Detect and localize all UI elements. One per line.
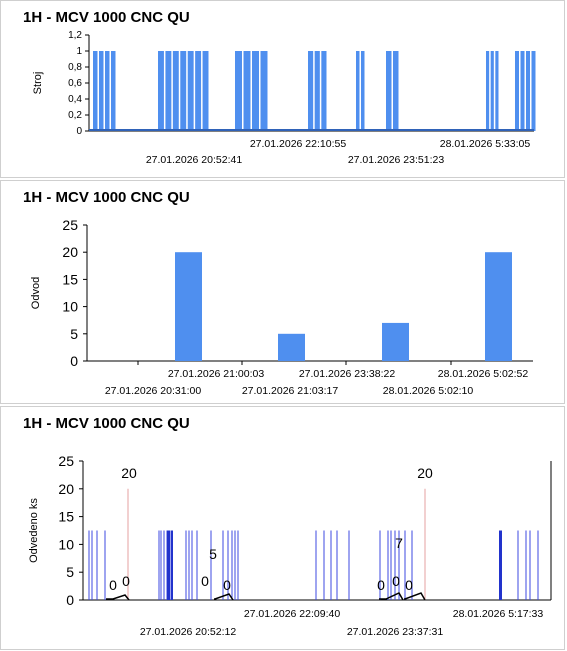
x-tick-label: 27.01.2026 21:00:03 [168, 368, 265, 380]
data-label: 20 [121, 465, 137, 481]
state-pulse-bar [235, 51, 242, 131]
x-tick-label: 27.01.2026 22:09:40 [244, 608, 341, 620]
state-pulse-bar [180, 51, 187, 131]
state-pulse-bar [495, 51, 499, 131]
cumulative-line [379, 592, 404, 601]
state-pulse-bar [393, 51, 399, 131]
state-pulse-bar [531, 51, 536, 131]
y-tick-label: 0 [76, 126, 82, 137]
x-tick-label: 27.01.2026 20:52:12 [140, 626, 237, 638]
cumulative-line [214, 593, 234, 601]
state-pulse-bar [361, 51, 365, 131]
cumulative-line [106, 594, 130, 601]
state-pulse-bar [314, 51, 320, 131]
state-pulse-bar [195, 51, 202, 131]
state-pulse-bar [252, 51, 259, 131]
data-label: 7 [395, 535, 403, 551]
x-tick-label: 27.01.2026 23:51:23 [348, 154, 445, 166]
x-tick-label: 28.01.2026 5:33:05 [440, 138, 531, 150]
y-tick-label: 1 [76, 46, 82, 57]
x-tick-label: 27.01.2026 23:37:31 [347, 626, 444, 638]
y-tick-label: 0,8 [68, 62, 82, 73]
y-tick-label: 25 [58, 453, 74, 469]
x-tick-label: 28.01.2026 5:02:10 [383, 385, 474, 397]
state-pulse-bar [99, 51, 104, 131]
state-pulse-bar [356, 51, 360, 131]
state-pulse-bar [386, 51, 392, 131]
data-label: 0 [377, 577, 385, 593]
cumulative-line [404, 592, 426, 601]
state-pulse-bar [172, 51, 179, 131]
state-pulse-bar [165, 51, 172, 131]
state-pulse-bar [308, 51, 314, 131]
y-tick-label: 5 [66, 564, 74, 580]
data-label: 0 [405, 577, 413, 593]
state-pulse-bar [111, 51, 116, 131]
state-pulse-bar [187, 51, 194, 131]
pulse-block [167, 530, 170, 600]
y-tick-label: 0,4 [68, 94, 82, 105]
state-pulse-bar [243, 51, 251, 131]
data-label: 0 [109, 577, 117, 593]
y-tick-label: 15 [62, 271, 78, 287]
y-tick-label: 20 [58, 481, 74, 497]
machine-state-chart: 1,2 1 0,8 0,6 0,4 0,2 0 Stroj 27.01.2026 22:10:5… [32, 30, 536, 166]
y-tick-label: 0 [70, 353, 78, 369]
state-pulse-bar [520, 51, 525, 131]
chart-panel-machine-state: 1H - MCV 1000 CNC QU 1,2 1 0,8 0,6 0,4 0,2 0 St… [0, 0, 565, 178]
state-pulse-bar [105, 51, 110, 131]
data-label: 0 [223, 577, 231, 593]
output-bar [175, 252, 202, 361]
y-tick-label: 5 [70, 326, 78, 342]
state-pulse-bar [158, 51, 164, 131]
state-pulse-bar [515, 51, 519, 131]
data-label: 0 [122, 573, 130, 589]
data-label: 0 [201, 573, 209, 589]
output-bar-chart: 25 20 15 10 5 0 Odvod 27.01.2026 21:00:03 27.01.… [30, 217, 533, 397]
state-pulse-bar [260, 51, 268, 131]
y-tick-label: 10 [62, 299, 78, 315]
x-tick-label: 27.01.2026 20:52:41 [146, 154, 243, 166]
y-tick-label: 20 [62, 244, 78, 260]
x-tick-label: 27.01.2026 20:31:00 [105, 385, 202, 397]
y-axis-label: Odvedeno ks [28, 498, 40, 563]
chart-title: 1H - MCV 1000 CNC QU [23, 9, 190, 26]
x-tick-label: 28.01.2026 5:02:52 [438, 368, 529, 380]
chart-panel-delivered-pieces: 1H - MCV 1000 CNC QU 25 20 15 10 5 0 Odvedeno … [0, 406, 565, 650]
pulse-block [171, 530, 173, 600]
state-pulse-bar [93, 51, 98, 131]
y-tick-label: 25 [62, 217, 78, 233]
y-tick-label: 0 [66, 592, 74, 608]
y-tick-label: 10 [58, 536, 74, 552]
data-label: 5 [209, 546, 217, 562]
y-axis-label: Stroj [32, 72, 44, 95]
chart-panel-output: 1H - MCV 1000 CNC QU 25 20 15 10 5 0 Odvod 27.0… [0, 180, 565, 404]
state-pulse-bar [526, 51, 530, 131]
pulse-block [499, 530, 502, 600]
x-tick-label: 28.01.2026 5:17:33 [453, 608, 544, 620]
y-tick-label: 15 [58, 509, 74, 525]
state-pulse-bar [321, 51, 327, 131]
output-bar [485, 252, 512, 361]
x-tick-label: 27.01.2026 22:10:55 [250, 138, 347, 150]
x-tick-label: 27.01.2026 21:03:17 [242, 385, 339, 397]
state-pulse-bar [486, 51, 490, 131]
chart-title: 1H - MCV 1000 CNC QU [23, 415, 190, 432]
state-pulse-bar [490, 51, 494, 131]
y-tick-label: 1,2 [68, 30, 82, 41]
output-bar [278, 333, 305, 361]
chart-title: 1H - MCV 1000 CNC QU [23, 189, 190, 206]
y-axis-label: Odvod [30, 277, 42, 309]
output-bar [382, 322, 409, 361]
y-tick-label: 0,6 [68, 78, 82, 89]
x-tick-label: 27.01.2026 23:38:22 [299, 368, 396, 380]
data-label: 20 [417, 465, 433, 481]
state-pulse-bar [202, 51, 209, 131]
y-tick-label: 0,2 [68, 110, 82, 121]
data-label: 0 [392, 573, 400, 589]
